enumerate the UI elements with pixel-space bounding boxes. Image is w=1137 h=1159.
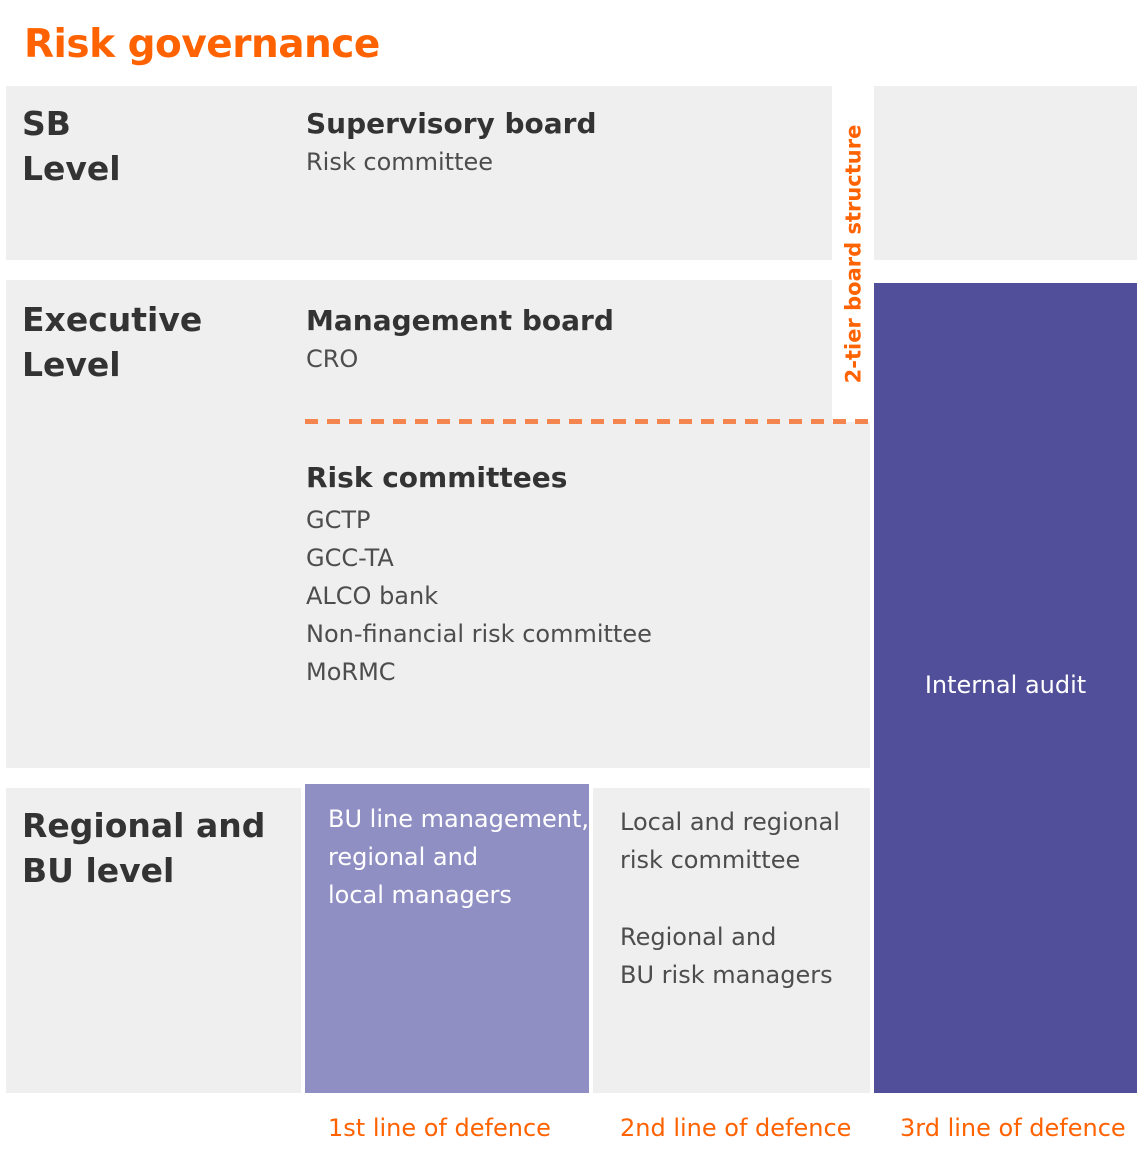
- label-line: SB: [22, 104, 71, 143]
- bu-line-management-line: BU line management,: [328, 805, 589, 833]
- risk-committee-item: MoRMC: [306, 658, 396, 686]
- executive-level-label: Executive Level: [22, 297, 202, 387]
- cro-subline: CRO: [306, 345, 359, 373]
- risk-committee-item: GCTP: [306, 506, 371, 534]
- label-line: BU level: [22, 851, 175, 890]
- dashed-divider: [305, 419, 874, 424]
- internal-audit-column: [874, 283, 1137, 1093]
- executive-level-band-upper: [6, 280, 832, 422]
- risk-committees-list: GCTP GCC-TA ALCO bank Non-financial risk…: [306, 501, 652, 691]
- label-line: Executive: [22, 300, 203, 339]
- risk-committee-item: Non-financial risk committee: [306, 620, 652, 648]
- supervisory-board-heading: Supervisory board: [306, 107, 597, 140]
- bu-line-management-text: BU line management, regional and local m…: [328, 800, 589, 914]
- management-board-heading: Management board: [306, 304, 614, 337]
- executive-level-band-lower: [6, 422, 870, 768]
- second-line-of-defence-text: Local and regional risk committee Region…: [620, 803, 840, 994]
- bu-line-management-line: regional and: [328, 843, 479, 871]
- risk-committees-heading: Risk committees: [306, 461, 568, 494]
- risk-committee-subline: Risk committee: [306, 148, 494, 176]
- sb-level-band: [6, 86, 832, 260]
- third-line-of-defence-label: 3rd line of defence: [900, 1114, 1126, 1142]
- risk-committee-item: ALCO bank: [306, 582, 439, 610]
- two-tier-board-structure-label: 2-tier board structure: [841, 124, 865, 384]
- regional-bu-risk-managers-text: Regional and BU risk managers: [620, 923, 833, 989]
- local-regional-risk-committee-text: Local and regional risk committee: [620, 808, 840, 874]
- page-title: Risk governance: [24, 22, 380, 67]
- label-line: Level: [22, 345, 121, 384]
- label-line: Level: [22, 149, 121, 188]
- risk-committee-item: GCC-TA: [306, 544, 394, 572]
- first-line-of-defence-label: 1st line of defence: [328, 1114, 551, 1142]
- sb-level-label: SB Level: [22, 101, 121, 191]
- bu-line-management-line: local managers: [328, 881, 512, 909]
- label-line: Regional and: [22, 806, 266, 845]
- internal-audit-label: Internal audit: [924, 671, 1087, 699]
- sb-level-right-box: [874, 86, 1137, 260]
- first-line-of-defence-box: BU line management, regional and local m…: [301, 784, 593, 1093]
- regional-bu-level-label: Regional and BU level: [22, 803, 265, 893]
- second-line-of-defence-label: 2nd line of defence: [620, 1114, 852, 1142]
